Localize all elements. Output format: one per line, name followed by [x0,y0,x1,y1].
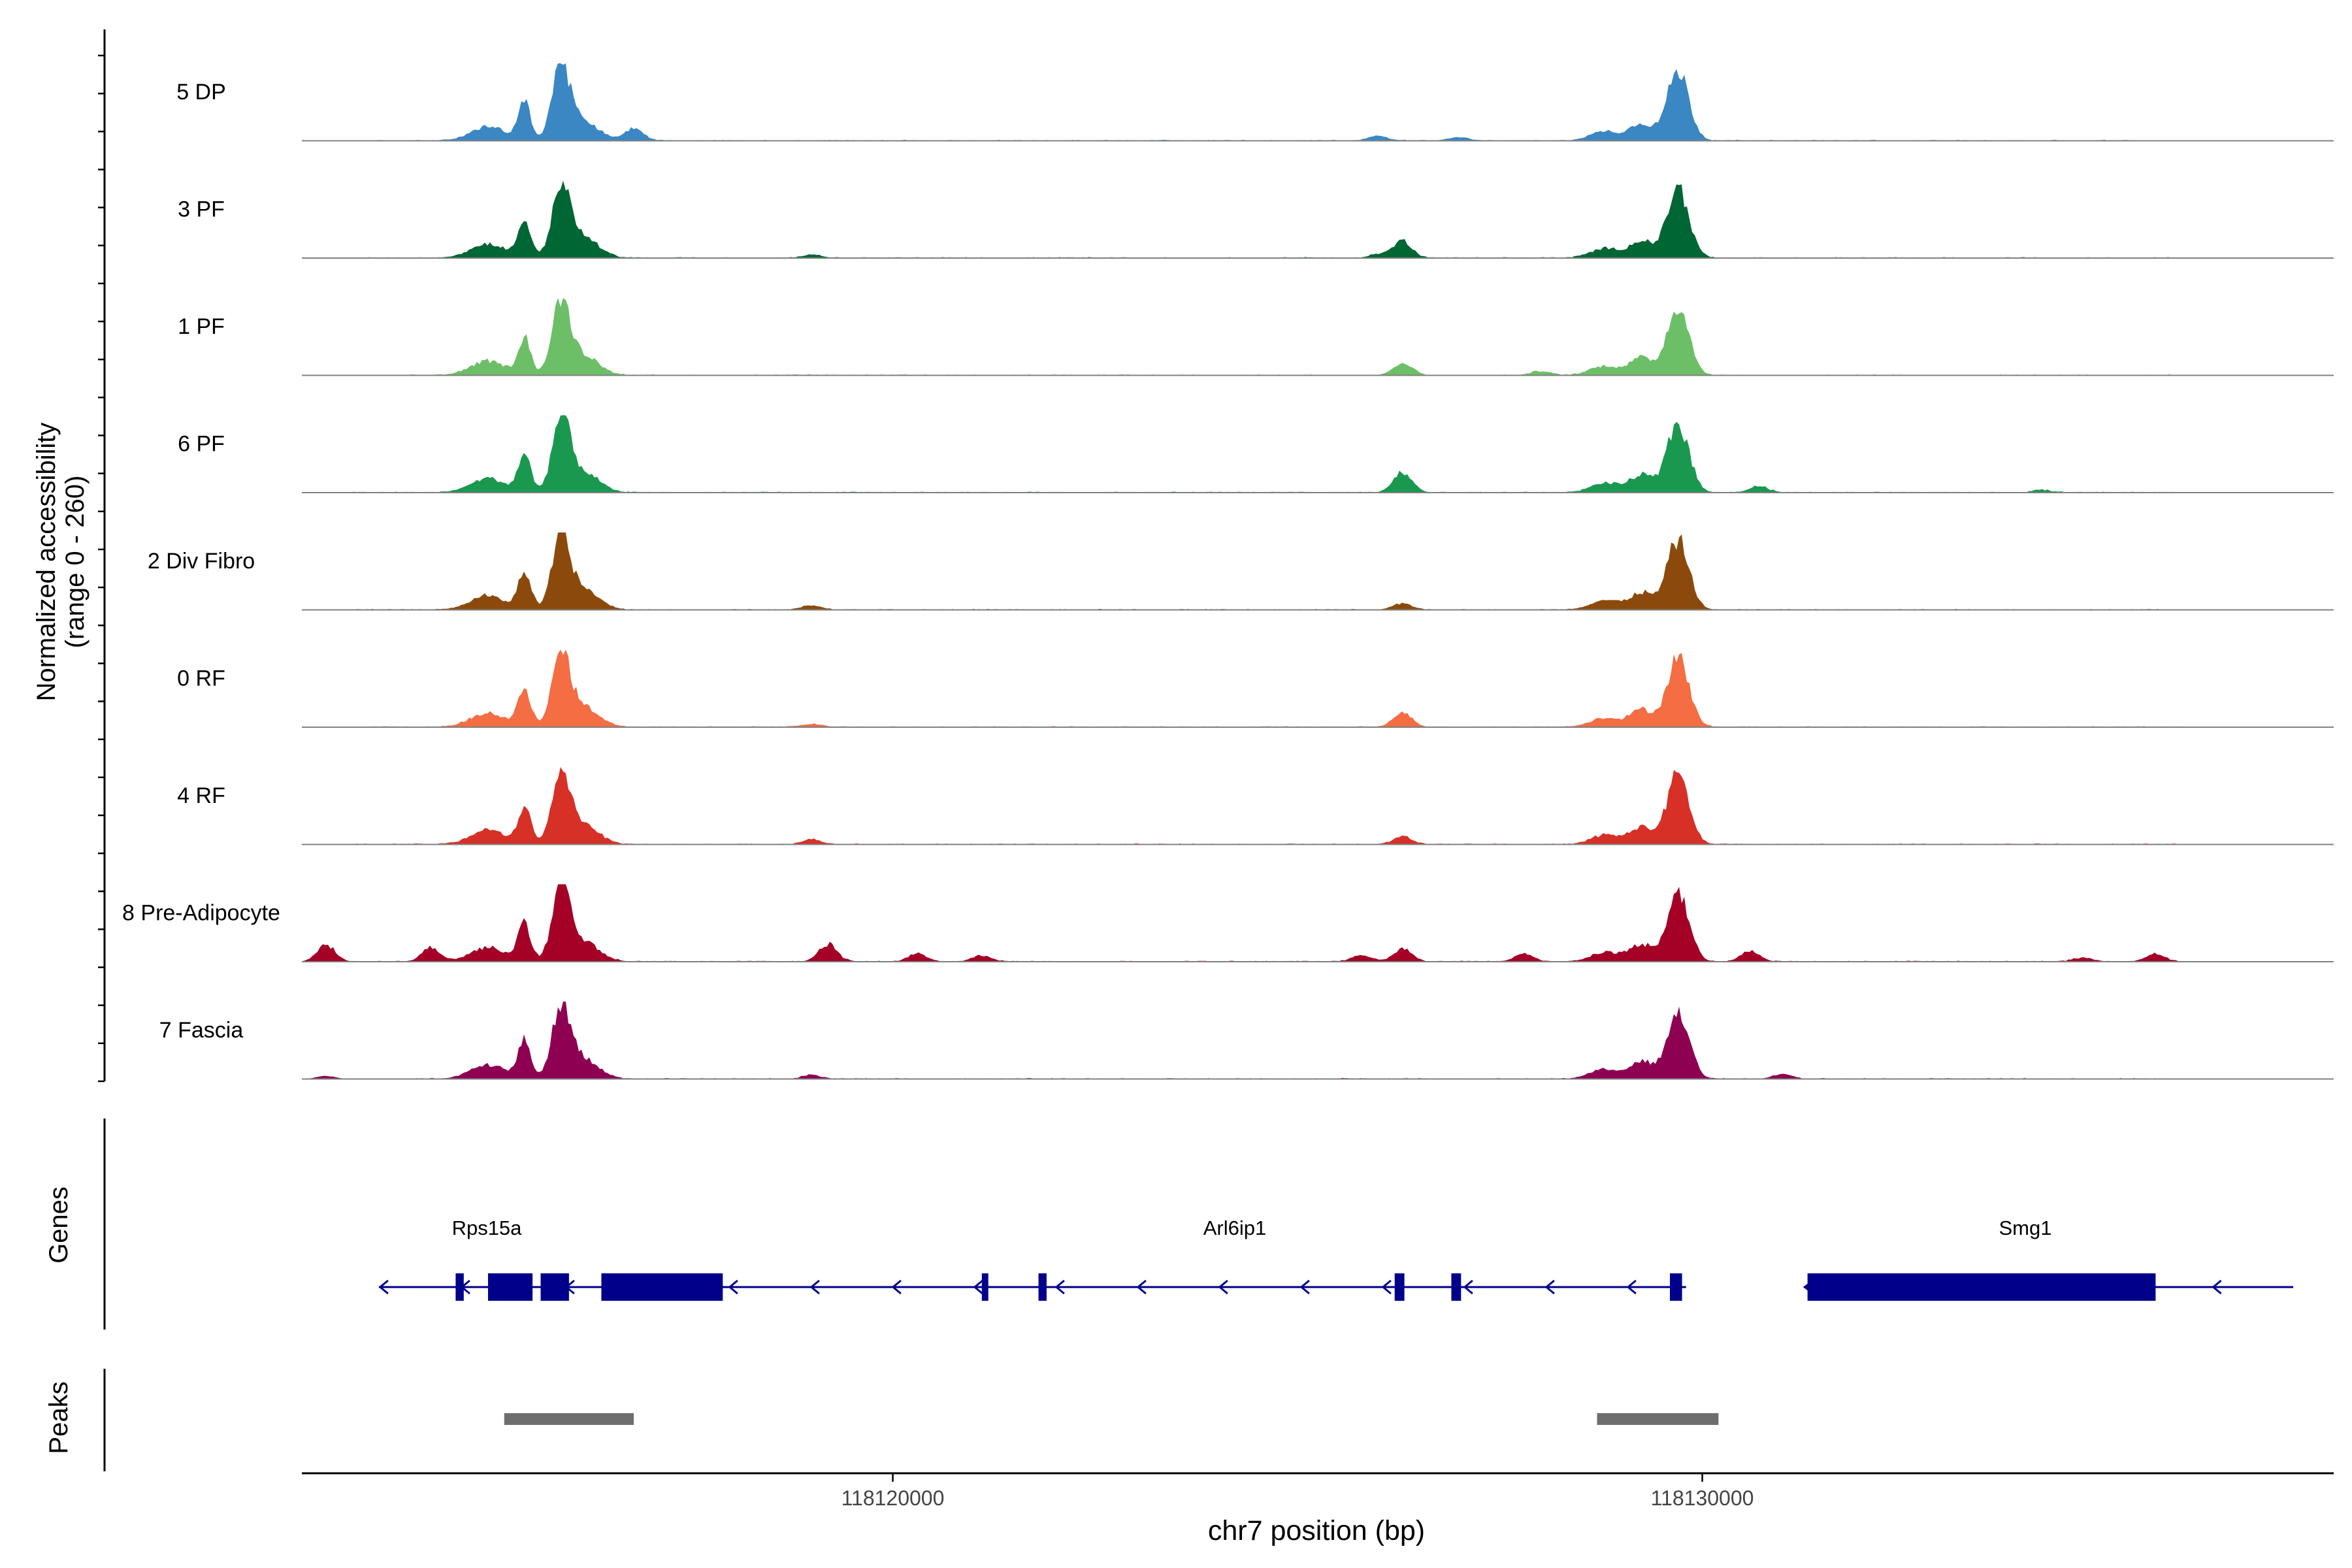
strand-arrow [1136,1279,1147,1295]
exon [1394,1273,1405,1301]
track-label: 7 Fascia [159,1018,244,1043]
track-area [302,884,2334,962]
track-label: 5 DP [176,80,226,105]
strand-arrow [1544,1279,1555,1295]
exon [540,1273,569,1301]
track-label: 0 RF [177,666,225,691]
x-axis-label: chr7 position (bp) [1208,1515,1425,1546]
track-area [302,532,2334,610]
track-area [302,298,2334,376]
exon [487,1273,533,1301]
track-5-dp: 5 DP [176,63,2334,142]
gene-smg1: Smg1 [1803,1217,2294,1301]
strand-arrow [973,1279,983,1295]
strand-arrow [378,1279,389,1295]
strand-arrow [1054,1279,1065,1295]
exon [1807,1273,2156,1301]
x-tick-label: 118120000 [841,1486,945,1510]
exon [455,1273,464,1301]
track-area [302,1002,2334,1079]
gene-label: Smg1 [1999,1217,2052,1239]
strand-arrow [891,1279,902,1295]
peaks-panel [103,1369,1719,1471]
coverage-y-axis [98,29,106,1083]
track-area [302,767,2334,845]
track-1-pf: 1 PF [178,298,2334,376]
peaks-panel-title: Peaks [44,1381,73,1454]
track-area [302,63,2334,141]
track-area [302,649,2334,727]
track-3-pf: 3 PF [178,180,2334,259]
track-8-pre-adipocyte: 8 Pre-Adipocyte [122,884,2334,962]
track-label: 3 PF [178,197,225,222]
gene-label: Rps15a [452,1217,523,1239]
gene-arl6ip1: Arl6ip1 [564,1217,1686,1301]
strand-arrow [1381,1279,1392,1295]
x-axis: 118120000 118130000 [302,1472,2334,1510]
x-tick-label: 118130000 [1651,1486,1754,1510]
gene-rps15a: Rps15a [378,1217,569,1301]
exon [1451,1273,1462,1301]
exon [1038,1273,1047,1301]
track-0-rf: 0 RF [177,649,2334,728]
peak-bar [1597,1413,1719,1425]
y-axis-label-line1: Normalized accessibility [32,423,61,702]
track-label: 2 Div Fibro [148,549,255,574]
peak-bar [504,1413,634,1425]
strand-arrow [2212,1279,2222,1295]
strand-arrow [809,1279,820,1295]
track-label: 6 PF [178,432,225,457]
exon [601,1273,723,1301]
gene-label: Arl6ip1 [1203,1217,1267,1239]
track-4-rf: 4 RF [177,767,2334,845]
track-2-div-fibro: 2 Div Fibro [148,532,2334,611]
strand-arrow [728,1279,738,1295]
y-axis-label-line2: (range 0 - 260) [61,476,90,649]
genes-panel-title: Genes [44,1186,73,1264]
strand-arrow [1299,1279,1310,1295]
exon [981,1273,988,1301]
strand-arrow [1463,1279,1473,1295]
track-label: 4 RF [177,783,225,808]
strand-arrow [1626,1279,1637,1295]
track-label: 1 PF [178,314,225,339]
strand-arrow [564,1279,575,1295]
track-label: 8 Pre-Adipocyte [122,901,280,926]
track-7-fascia: 7 Fascia [159,1002,2334,1080]
genes-panel: Rps15a Arl6ip1 Smg1 [103,1119,2294,1330]
track-6-pf: 6 PF [178,415,2334,493]
exon [1669,1273,1682,1301]
coverage-tracks: 5 DP 3 PF 1 PF 6 PF 2 Div Fibro 0 RF 4 RF 8 Pre… [122,63,2334,1080]
track-area [302,180,2334,258]
track-area [302,415,2334,493]
strand-arrow [1218,1279,1228,1295]
